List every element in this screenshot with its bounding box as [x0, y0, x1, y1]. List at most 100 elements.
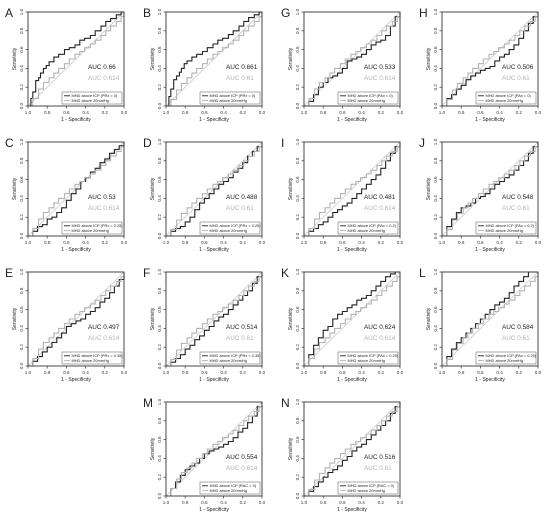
x-tick-label: 1.0 [301, 370, 308, 375]
roc-grey-line [442, 12, 539, 107]
x-tick-label: 0.6 [339, 500, 346, 505]
auc-label: AUC 0.548 [502, 194, 534, 201]
auc-label: AUC 0.516 [364, 454, 396, 461]
x-tick-label: 1.0 [163, 500, 170, 505]
roc-panel-j: J 0.0 0.2 0.4 0.6 0.8 1.0 1.0 0.8 0.6 0.4 0.2 0.0 1 -… [419, 136, 542, 253]
x-tick-label: 0.8 [458, 370, 465, 375]
x-tick-label: 0.0 [397, 500, 404, 505]
y-tick-label: 1.0 [157, 268, 162, 275]
auc-grey-label: AUC 0.61 [502, 335, 530, 342]
auc-label: AUC 0.554 [226, 454, 258, 461]
x-tick-label: 0.6 [201, 110, 208, 115]
y-axis-title: Sensitivity [150, 47, 156, 70]
panel-label: I [281, 136, 284, 150]
x-tick-label: 0.0 [259, 240, 266, 245]
x-tick-label: 0.2 [378, 110, 385, 115]
legend-main-label: MHD above ICP (PAx = 0) [348, 93, 394, 98]
y-tick-label: 0.6 [157, 176, 162, 183]
auc-label: AUC 0.481 [364, 194, 396, 201]
legend-grey-label: MHD above 20mmHg [486, 358, 523, 363]
legend-main-label: MHD above ICP (PAx = 0.25) [348, 353, 399, 358]
roc-panel-d: D 0.0 0.2 0.4 0.6 0.8 1.0 1.0 0.8 0.6 0.4 0.2 0.0 1 -… [143, 136, 266, 253]
x-tick-label: 0.0 [259, 500, 266, 505]
roc-grey-line [166, 142, 263, 237]
x-tick-label: 0.4 [220, 370, 227, 375]
legend-main-label: MHD above ICP (PAx = 0.2) [348, 223, 397, 228]
x-tick-label: 0.2 [516, 240, 523, 245]
y-tick-label: 0.6 [295, 46, 300, 53]
plot-frame [27, 271, 125, 367]
y-tick-label: 0.0 [295, 232, 300, 239]
x-tick-label: 1.0 [163, 370, 170, 375]
plot-frame [27, 11, 125, 107]
y-tick-label: 0.8 [295, 27, 300, 34]
y-tick-label: 0.6 [157, 46, 162, 53]
x-tick-label: 0.2 [102, 370, 109, 375]
y-tick-label: 0.8 [19, 287, 24, 294]
panel-label: K [281, 266, 289, 280]
x-tick-label: 0.2 [240, 110, 247, 115]
x-tick-label: 1.0 [439, 110, 446, 115]
roc-main-line [442, 142, 539, 237]
x-tick-label: 0.2 [102, 240, 109, 245]
auc-grey-label: AUC 0.61 [226, 205, 254, 212]
x-tick-label: 0.0 [259, 370, 266, 375]
y-tick-label: 0.4 [295, 65, 300, 72]
legend-grey-label: MHD above 20mmHg [210, 98, 247, 103]
roc-grey-line [442, 142, 539, 237]
roc-panel-a: A 0.0 0.2 0.4 0.6 0.8 1.0 1.0 0.8 0.6 0.4 0.2 0.0 1 -… [5, 6, 128, 123]
x-axis-title: 1 - Specificity [475, 247, 505, 253]
x-tick-label: 0.0 [535, 240, 542, 245]
auc-grey-label: AUC 0.614 [88, 205, 120, 212]
legend-box [199, 351, 261, 365]
y-tick-label: 0.2 [157, 344, 162, 351]
y-tick-label: 1.0 [433, 138, 438, 145]
y-axis-title: Sensitivity [12, 47, 18, 70]
roc-panel-m: M 0.0 0.2 0.4 0.6 0.8 1.0 1.0 0.8 0.6 0.4 0.2 0.0 1 -… [143, 396, 266, 513]
roc-grey-line [304, 142, 401, 237]
auc-label: AUC 0.584 [502, 324, 534, 331]
x-tick-label: 0.4 [496, 110, 503, 115]
y-tick-label: 0.8 [433, 27, 438, 34]
x-tick-label: 0.4 [358, 370, 365, 375]
y-tick-label: 0.2 [295, 474, 300, 481]
roc-main-line [28, 272, 125, 367]
auc-grey-label: AUC 0.61 [502, 75, 530, 82]
y-axis-title: Sensitivity [150, 437, 156, 460]
auc-grey-label: AUC 0.614 [88, 75, 120, 82]
x-tick-label: 0.6 [201, 500, 208, 505]
x-tick-label: 0.4 [220, 240, 227, 245]
y-tick-label: 0.4 [157, 325, 162, 332]
roc-grey-line [304, 12, 401, 107]
y-tick-label: 0.2 [157, 84, 162, 91]
legend-box [475, 221, 537, 235]
y-tick-label: 0.4 [295, 455, 300, 462]
x-tick-label: 0.6 [339, 110, 346, 115]
y-tick-label: 0.0 [157, 232, 162, 239]
y-tick-label: 0.2 [295, 214, 300, 221]
panel-label: B [143, 6, 151, 20]
auc-label: AUC 0.624 [364, 324, 396, 331]
x-tick-label: 1.0 [25, 240, 32, 245]
x-tick-label: 1.0 [439, 240, 446, 245]
y-axis-title: Sensitivity [426, 177, 432, 200]
auc-grey-label: AUC 0.61 [502, 205, 530, 212]
legend-grey-label: MHD above 20mmHg [72, 98, 109, 103]
y-tick-label: 0.0 [19, 362, 24, 369]
auc-grey-label: AUC 0.614 [364, 335, 396, 342]
x-tick-label: 0.4 [82, 110, 89, 115]
legend-main-label: MHD above ICP (PRx = 0.25) [210, 223, 262, 228]
x-tick-label: 0.8 [182, 240, 189, 245]
y-tick-label: 0.8 [295, 417, 300, 424]
x-tick-label: 0.8 [320, 110, 327, 115]
roc-panel-h: H 0.0 0.2 0.4 0.6 0.8 1.0 1.0 0.8 0.6 0.4 0.2 0.0 1 -… [419, 6, 542, 123]
roc-grey-line [28, 142, 125, 237]
x-tick-label: 0.0 [259, 110, 266, 115]
y-tick-label: 1.0 [295, 268, 300, 275]
y-tick-label: 0.4 [157, 195, 162, 202]
x-tick-label: 0.2 [516, 110, 523, 115]
y-axis-title: Sensitivity [150, 177, 156, 200]
roc-panel-c: C 0.0 0.2 0.4 0.6 0.8 1.0 1.0 0.8 0.6 0.4 0.2 0.0 1 -… [5, 136, 128, 253]
x-tick-label: 0.8 [44, 370, 51, 375]
panel-label: A [5, 6, 13, 20]
